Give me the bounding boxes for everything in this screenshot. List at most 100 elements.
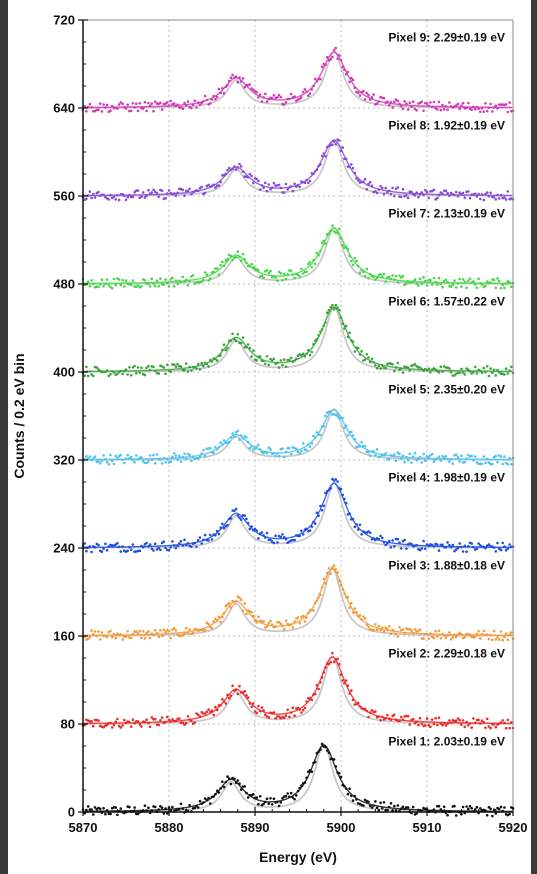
data-point-pixel-1 [437, 804, 441, 808]
data-point-pixel-5 [179, 460, 183, 463]
data-point-pixel-8 [92, 192, 95, 196]
data-point-pixel-2 [159, 719, 162, 722]
data-point-pixel-3 [250, 610, 253, 614]
data-point-pixel-9 [279, 95, 283, 99]
data-point-pixel-9 [394, 98, 398, 101]
data-point-pixel-9 [336, 57, 339, 61]
data-point-pixel-2 [250, 705, 253, 709]
data-point-pixel-2 [393, 713, 396, 717]
data-point-pixel-3 [98, 638, 102, 641]
data-point-pixel-5 [269, 448, 272, 451]
data-point-pixel-1 [346, 792, 350, 796]
data-point-pixel-8 [167, 189, 171, 192]
data-point-pixel-2 [145, 718, 148, 721]
data-point-pixel-5 [257, 443, 260, 447]
data-point-pixel-3 [353, 607, 357, 610]
data-point-pixel-7 [107, 283, 111, 287]
data-point-pixel-3 [451, 636, 455, 639]
data-point-pixel-6 [265, 355, 269, 358]
data-point-pixel-2 [253, 710, 257, 713]
data-point-pixel-4 [162, 540, 166, 543]
data-point-pixel-7 [374, 278, 377, 281]
data-point-pixel-8 [401, 187, 405, 191]
data-point-pixel-6 [143, 373, 147, 377]
data-point-pixel-8 [417, 195, 420, 199]
data-point-pixel-7 [315, 251, 319, 255]
data-point-pixel-8 [190, 193, 193, 196]
data-point-pixel-2 [186, 715, 190, 718]
data-point-pixel-6 [391, 363, 394, 366]
reference-curve-pixel-3 [83, 567, 513, 637]
data-point-pixel-1 [257, 802, 260, 806]
data-point-pixel-4 [85, 549, 88, 553]
data-point-pixel-1 [293, 798, 296, 801]
fit-curve-pixel-7 [83, 227, 513, 285]
data-point-pixel-7 [387, 275, 391, 279]
data-point-pixel-2 [167, 718, 171, 722]
data-point-pixel-5 [196, 456, 200, 460]
data-point-pixel-7 [169, 278, 172, 281]
data-point-pixel-4 [336, 480, 339, 483]
data-point-pixel-2 [255, 711, 258, 715]
data-point-pixel-1 [487, 805, 491, 809]
data-point-pixel-9 [150, 102, 154, 105]
data-point-pixel-9 [143, 100, 147, 104]
data-point-pixel-5 [494, 454, 498, 458]
data-point-pixel-5 [437, 455, 441, 458]
data-point-pixel-5 [233, 435, 236, 439]
data-point-pixel-3 [97, 630, 100, 633]
data-point-pixel-9 [183, 101, 186, 105]
data-point-pixel-7 [176, 282, 179, 286]
data-point-pixel-5 [470, 454, 474, 458]
data-point-pixel-8 [264, 181, 267, 185]
data-point-pixel-5 [406, 458, 410, 462]
data-point-pixel-2 [150, 716, 154, 719]
data-point-pixel-9 [425, 102, 429, 105]
data-point-pixel-9 [350, 76, 353, 80]
data-point-pixel-5 [444, 455, 448, 458]
data-point-pixel-8 [425, 190, 429, 194]
data-point-pixel-5 [343, 426, 346, 430]
data-point-pixel-9 [405, 102, 408, 105]
data-point-pixel-9 [484, 102, 487, 105]
data-point-pixel-7 [355, 259, 358, 263]
data-point-pixel-9 [193, 99, 197, 103]
data-point-pixel-7 [413, 278, 417, 281]
data-point-pixel-8 [214, 186, 217, 189]
data-point-pixel-3 [157, 635, 160, 639]
data-point-pixel-2 [205, 710, 209, 714]
data-point-pixel-1 [394, 809, 398, 812]
data-point-pixel-1 [379, 801, 382, 805]
data-point-pixel-5 [107, 463, 111, 466]
data-point-pixel-3 [293, 620, 296, 623]
data-point-pixel-3 [387, 624, 391, 628]
data-point-pixel-9 [382, 96, 386, 100]
data-point-pixel-7 [418, 277, 422, 281]
data-point-pixel-6 [196, 362, 200, 366]
data-point-pixel-9 [126, 103, 129, 106]
data-point-pixel-9 [298, 97, 302, 101]
data-point-pixel-9 [308, 92, 312, 95]
data-point-pixel-9 [351, 78, 355, 82]
data-point-pixel-9 [367, 93, 370, 97]
data-point-pixel-7 [289, 269, 293, 272]
data-point-pixel-8 [207, 183, 210, 187]
data-point-pixel-3 [191, 631, 195, 635]
data-point-pixel-1 [222, 785, 226, 789]
data-point-pixel-9 [477, 107, 480, 111]
data-point-pixel-7 [121, 278, 124, 282]
data-point-pixel-6 [85, 365, 88, 369]
data-point-pixel-2 [458, 718, 462, 722]
data-point-pixel-2 [367, 715, 370, 719]
data-point-pixel-6 [463, 373, 467, 376]
data-point-pixel-3 [329, 572, 333, 575]
data-point-pixel-7 [394, 274, 398, 278]
series-label-pixel-5: Pixel 5: 2.35±0.20 eV [388, 383, 505, 397]
data-point-pixel-7 [453, 279, 456, 282]
data-point-pixel-2 [501, 719, 505, 722]
data-point-pixel-5 [432, 460, 436, 464]
data-point-pixel-3 [227, 601, 231, 605]
data-point-pixel-4 [217, 532, 221, 536]
data-point-pixel-1 [255, 796, 258, 799]
data-point-pixel-9 [117, 103, 121, 106]
